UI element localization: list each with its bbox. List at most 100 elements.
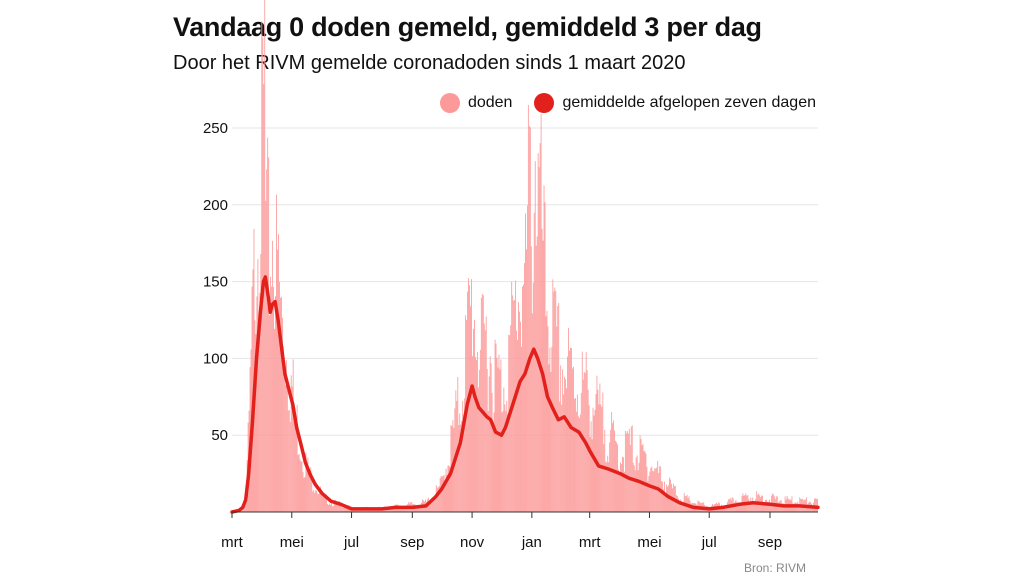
bar-doden	[280, 296, 282, 512]
bar-doden	[647, 481, 649, 512]
bar-doden	[308, 469, 310, 512]
bar-doden	[297, 455, 299, 512]
bar-doden	[595, 394, 597, 512]
bar-doden	[283, 370, 285, 512]
bar-doden	[576, 394, 578, 512]
bar-doden	[389, 507, 391, 512]
legend-item-gemiddelde: gemiddelde afgelopen zeven dagen	[534, 93, 816, 113]
bar-doden	[278, 234, 279, 512]
bar-doden	[752, 497, 754, 512]
bar-doden	[404, 507, 406, 512]
bar-doden	[798, 504, 800, 512]
bar-doden	[405, 506, 407, 512]
bar-doden	[623, 471, 625, 512]
bar-doden	[479, 349, 481, 512]
bar-doden	[460, 424, 462, 512]
bar-doden	[448, 465, 450, 512]
bar-doden	[508, 334, 510, 512]
bar-doden	[475, 357, 476, 512]
bar-doden	[631, 425, 633, 512]
bar-doden	[511, 281, 513, 512]
bar-doden	[373, 509, 374, 512]
bar-doden	[615, 440, 616, 512]
bar-doden	[546, 310, 548, 512]
bar-doden	[580, 392, 582, 512]
bar-doden	[281, 317, 283, 512]
chart-title: Vandaag 0 doden gemeld, gemiddeld 3 per …	[173, 12, 762, 42]
bar-doden	[444, 485, 446, 512]
bar-doden	[495, 343, 497, 512]
bar-doden	[654, 468, 656, 512]
bar-doden	[503, 387, 505, 512]
bar-doden	[591, 439, 593, 512]
bar-doden	[641, 445, 643, 512]
bar-doden	[550, 371, 552, 512]
bar-doden	[675, 495, 677, 512]
bar-doden	[332, 505, 334, 512]
bar-doden	[261, 21, 263, 513]
bar-doden	[254, 320, 256, 512]
bar-doden	[781, 503, 783, 512]
bar-doden	[459, 413, 461, 512]
bar-doden	[325, 494, 326, 512]
bar-doden	[302, 472, 304, 512]
bar-doden	[557, 306, 559, 512]
bar-doden	[309, 474, 311, 512]
bar-doden	[446, 474, 448, 512]
bar-doden	[526, 205, 528, 513]
bar-doden	[547, 326, 549, 512]
bar-doden	[628, 428, 630, 512]
bar-doden	[481, 293, 483, 512]
bar-doden	[551, 346, 553, 512]
bar-doden	[740, 503, 742, 512]
bar-doden	[682, 501, 684, 512]
bar-doden	[791, 496, 793, 512]
bar-doden	[453, 427, 455, 512]
bar-doden	[338, 500, 340, 512]
bar-doden	[267, 137, 269, 512]
bar-doden	[272, 240, 274, 512]
bar-doden	[403, 506, 405, 512]
bar-doden	[532, 282, 534, 512]
bar-doden	[817, 498, 818, 512]
bar-doden	[777, 502, 779, 512]
bar-doden	[472, 356, 473, 512]
bar-doden	[537, 153, 539, 513]
bar-doden	[640, 439, 642, 512]
bar-doden	[539, 143, 541, 513]
bar-doden	[548, 364, 550, 512]
bar-doden	[334, 500, 336, 512]
bar-doden	[764, 503, 765, 512]
bar-doden	[607, 455, 609, 512]
bar-doden	[329, 503, 330, 512]
bar-doden	[786, 495, 788, 512]
bar-doden	[643, 451, 645, 512]
bar-doden	[430, 501, 432, 512]
bar-doden	[476, 359, 477, 512]
bar-doden	[319, 491, 321, 512]
line-gemiddelde	[230, 275, 820, 514]
bar-doden	[634, 470, 636, 512]
bar-doden	[625, 433, 627, 512]
bar-doden	[274, 328, 275, 512]
bar-doden	[346, 506, 348, 512]
bar-doden	[269, 315, 271, 512]
bar-doden	[428, 503, 430, 512]
bar-doden	[558, 302, 560, 512]
bar-doden	[559, 401, 561, 512]
bar-doden	[336, 501, 338, 512]
bar-doden	[527, 104, 529, 512]
bar-doden	[661, 480, 663, 512]
bar-doden	[612, 423, 614, 512]
legend-swatch-gemiddelde	[534, 93, 555, 113]
bar-doden	[655, 468, 657, 512]
bar-doden	[442, 475, 444, 512]
bar-doden	[435, 485, 437, 512]
bar-doden	[569, 350, 570, 512]
bar-doden	[653, 471, 655, 512]
bar-doden	[664, 481, 665, 512]
bar-doden	[306, 463, 308, 512]
bar-doden	[510, 325, 512, 512]
y-tick-label: 200	[203, 197, 228, 214]
bar-doden	[486, 369, 488, 512]
